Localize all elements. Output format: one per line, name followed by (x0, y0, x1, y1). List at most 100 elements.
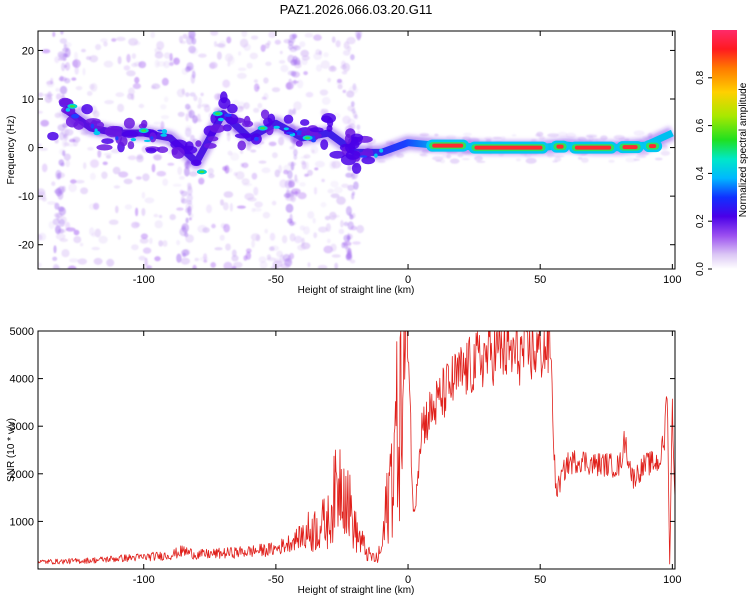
snr-point (632, 478, 633, 479)
snr-point (275, 548, 276, 549)
noise-blob (57, 185, 65, 195)
noise-blob (92, 110, 100, 118)
noise-blob (90, 159, 99, 168)
noise-blob (97, 149, 102, 158)
noise-blob (250, 233, 261, 241)
noise-blob (53, 245, 57, 254)
band-core (622, 145, 638, 150)
noise-blob (198, 177, 205, 185)
noise-blob (185, 92, 190, 97)
noise-blob (250, 149, 257, 153)
noise-blob (197, 224, 208, 233)
spectrogram-y-axis-label: Frequency (Hz) (6, 116, 17, 185)
noise-blob (346, 36, 356, 45)
snr-point (526, 352, 527, 353)
snr-point (64, 561, 65, 562)
ridge-blob (130, 138, 137, 142)
noise-blob (207, 167, 214, 175)
noise-blob (191, 70, 196, 79)
noise-blob (224, 165, 230, 174)
noise-blob (83, 162, 87, 170)
ridge-blob (286, 131, 294, 134)
noise-blob (67, 265, 77, 269)
noise-blob (55, 93, 62, 100)
noise-blob (59, 131, 65, 141)
snr-point (487, 354, 488, 355)
noise-blob (80, 187, 89, 195)
noise-blob (288, 192, 296, 197)
noise-blob (314, 167, 319, 171)
noise-blob (476, 160, 486, 163)
ridge-blob (96, 144, 113, 151)
ridge-blob (58, 97, 72, 106)
noise-blob (160, 104, 167, 110)
noise-blob (89, 55, 99, 63)
noise-blob (151, 163, 156, 173)
ridge-blob (379, 148, 384, 153)
noise-blob (105, 155, 112, 159)
noise-blob (62, 150, 66, 157)
ridge-blob (224, 113, 232, 117)
noise-blob (55, 213, 60, 220)
colorbar-label: Normalized spectral amplitude (738, 82, 749, 217)
ridge-blob (209, 124, 225, 133)
noise-blob (347, 249, 353, 259)
noise-blob (59, 238, 68, 243)
ridge-blob (273, 125, 280, 129)
noise-blob (50, 77, 54, 85)
noise-blob (241, 31, 248, 38)
noise-blob (243, 255, 248, 261)
noise-blob (115, 92, 125, 98)
noise-blob (463, 132, 472, 136)
noise-blob (200, 92, 204, 97)
noise-blob (253, 79, 258, 83)
noise-blob (329, 211, 337, 221)
snr-point (196, 554, 197, 555)
noise-blob (280, 64, 289, 73)
snr-point (645, 464, 646, 465)
noise-blob (182, 252, 186, 258)
noise-blob (237, 72, 247, 79)
noise-blob (325, 223, 331, 232)
noise-blob (227, 55, 235, 65)
noise-blob (74, 66, 79, 75)
noise-blob (185, 217, 189, 224)
noise-blob (112, 166, 121, 175)
noise-blob (140, 233, 148, 240)
ridge-blob (300, 119, 310, 126)
noise-blob (247, 197, 257, 202)
noise-blob (635, 155, 647, 159)
snr-point (413, 521, 414, 522)
noise-blob (135, 176, 142, 180)
ridge-blob (361, 156, 376, 165)
noise-blob (44, 94, 53, 104)
noise-blob (334, 262, 339, 269)
noise-blob (103, 60, 114, 68)
noise-blob (342, 89, 347, 94)
snr-point (289, 542, 290, 543)
noise-blob (347, 165, 352, 171)
noise-blob (185, 207, 191, 213)
noise-blob (239, 38, 249, 48)
ridge-blob (345, 141, 356, 154)
snr-point (315, 528, 316, 529)
noise-blob (546, 153, 555, 158)
noise-blob (330, 243, 337, 252)
noise-blob (58, 218, 65, 227)
noise-blob (222, 79, 231, 88)
noise-blob (226, 36, 232, 44)
noise-blob (349, 259, 356, 264)
noise-blob (297, 244, 306, 251)
noise-blob (208, 173, 215, 179)
noise-blob (158, 240, 164, 247)
band-core (556, 144, 564, 149)
snr-point (394, 445, 395, 446)
noise-blob (94, 228, 102, 238)
noise-blob (343, 41, 350, 50)
colorbar: 0.0 0.2 0.4 0.6 0.8 Normalized spectral ampl… (695, 30, 749, 276)
noise-blob (108, 219, 119, 225)
noise-blob (320, 202, 327, 208)
noise-blob (577, 156, 583, 160)
noise-blob (59, 75, 64, 82)
noise-blob (351, 108, 356, 114)
